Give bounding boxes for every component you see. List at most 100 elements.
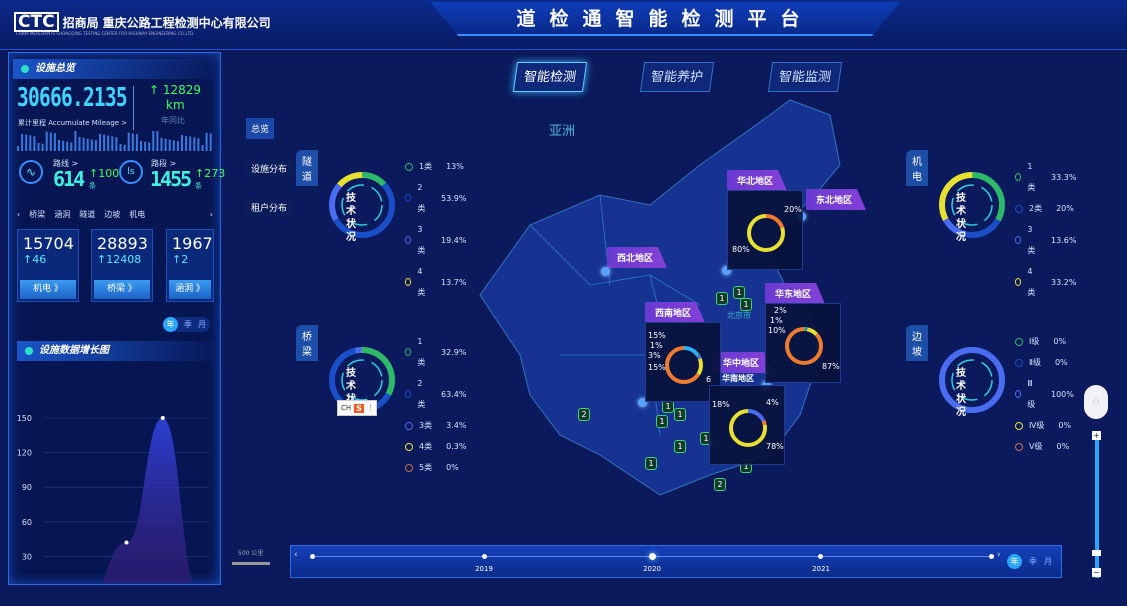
region-pct-label: 15% [648, 331, 666, 340]
tenant-distribution-button[interactable]: 租户分布 [246, 197, 293, 218]
overview-button[interactable]: 总览 [246, 118, 275, 139]
timeline-tick[interactable] [989, 554, 994, 559]
map-marker[interactable]: 1 [740, 298, 752, 311]
legend-item[interactable]: 1类 33.3% [1015, 156, 1076, 198]
legend-item[interactable]: 1类 32.9% [405, 331, 466, 373]
map-pan-control[interactable]: ◇ [1084, 385, 1108, 419]
ime-lang[interactable]: CH [341, 404, 352, 412]
period-year[interactable]: 年 [1007, 554, 1022, 569]
legend-ring-icon [1015, 421, 1023, 430]
region-xibei[interactable]: 西北地区 [607, 247, 668, 268]
period-month[interactable]: 月 [198, 320, 206, 329]
prev-icon[interactable]: ‹ [17, 210, 21, 219]
map-marker[interactable]: 1 [733, 286, 745, 299]
region-huazhong[interactable]: 华中地区 [713, 352, 774, 373]
map-marker[interactable]: 1 [674, 408, 686, 421]
map-marker[interactable]: 1 [662, 400, 674, 413]
map-marker[interactable]: 2 [578, 408, 590, 421]
zoom-in-button[interactable]: + [1092, 431, 1101, 440]
legend-item[interactable]: 4类 13.7% [405, 261, 466, 303]
map-marker[interactable]: 1 [716, 292, 728, 305]
zoom-out-button[interactable]: − [1092, 568, 1101, 577]
scale-bar [232, 562, 270, 565]
legend-item[interactable]: Ⅲ级 100% [1015, 373, 1074, 415]
region-dongbei[interactable]: 东北地区 [806, 189, 867, 210]
ime-toolbar[interactable]: CH S ⋮ [337, 400, 377, 416]
category-bridge[interactable]: 桥梁 [29, 210, 46, 219]
region-pin[interactable] [601, 267, 610, 276]
china-map[interactable] [230, 55, 1090, 545]
legend-ring-icon [405, 278, 412, 286]
sparkline-bar [70, 142, 73, 151]
zoom-slider-handle[interactable] [1092, 550, 1101, 556]
sparkline-bar [197, 138, 200, 151]
sparkline-bar [94, 140, 97, 151]
sparkline-bar [176, 141, 179, 151]
timeline-year[interactable]: 2019 [475, 565, 493, 573]
legend-item[interactable]: Ⅰ级 0% [1015, 331, 1074, 352]
legend-item[interactable]: Ⅴ级 0% [1015, 436, 1074, 457]
period-quarter[interactable]: 季 [184, 320, 192, 329]
map-marker[interactable]: 1 [645, 457, 657, 470]
region-pin[interactable] [638, 398, 647, 407]
period-quarter[interactable]: 季 [1029, 557, 1037, 566]
legend-item[interactable]: 4类 33.2% [1015, 261, 1076, 303]
timeline[interactable]: ‹ 2019 2020 2021 › 年 季 月 [290, 545, 1062, 578]
map-marker[interactable]: 1 [656, 415, 668, 428]
period-year[interactable]: 年 [163, 317, 178, 332]
region-huadong[interactable]: 华东地区 [765, 283, 826, 304]
region-huabei[interactable]: 华北地区 [727, 170, 788, 191]
timeline-next-icon[interactable]: › [997, 550, 1001, 560]
stat-button[interactable]: 机电 》 [20, 280, 76, 299]
sparkline-bar [29, 135, 32, 151]
timeline-tick[interactable] [482, 554, 487, 559]
tab-smart-monitoring[interactable]: 智能监测 [767, 62, 843, 92]
stat-button[interactable]: 桥梁 》 [94, 280, 150, 299]
map-marker[interactable]: 2 [714, 478, 726, 491]
region-xinan[interactable]: 西南地区 [645, 302, 706, 323]
legend-item[interactable]: Ⅱ级 0% [1015, 352, 1074, 373]
sparkline-bar [205, 132, 208, 151]
data-point[interactable] [160, 416, 165, 420]
map-marker[interactable]: 1 [674, 440, 686, 453]
next-icon[interactable]: › [209, 210, 213, 219]
data-point[interactable] [124, 540, 129, 545]
facility-distribution-button[interactable]: 设施分布 [246, 158, 293, 179]
sections-link[interactable]: 路段 > [151, 159, 177, 168]
legend-item[interactable]: 2类 53.9% [405, 177, 466, 219]
timeline-current-handle[interactable] [649, 553, 656, 560]
region-pin[interactable] [722, 266, 731, 275]
legend-item[interactable]: 3类 13.6% [1015, 219, 1076, 261]
zoom-slider-track[interactable] [1095, 432, 1099, 578]
timeline-prev-icon[interactable]: ‹ [294, 550, 298, 560]
category-tunnel[interactable]: 隧道 [79, 210, 96, 219]
category-electromechanical[interactable]: 机电 [129, 210, 146, 219]
donut-inner-ring [951, 359, 993, 401]
legend-item[interactable]: 2类 63.4% [405, 373, 466, 415]
legend-item[interactable]: 4类 0.3% [405, 436, 466, 457]
period-month[interactable]: 月 [1044, 557, 1052, 566]
logo: CTC 招商局 重庆公路工程检测中心有限公司 [14, 12, 271, 32]
timeline-year[interactable]: 2021 [812, 565, 830, 573]
y-tick-label: 30 [22, 552, 32, 561]
legend-item[interactable]: 3类 19.4% [405, 219, 466, 261]
stat-button[interactable]: 涵洞 》 [169, 280, 211, 299]
mileage-link[interactable]: 累计里程 Accumulate Mileage > [18, 119, 128, 127]
y-tick-label: 150 [17, 414, 32, 423]
tab-smart-maintenance[interactable]: 智能养护 [639, 62, 715, 92]
routes-link[interactable]: 路线 > [53, 159, 79, 168]
legend-item[interactable]: 5类 0% [405, 457, 466, 478]
legend-item[interactable]: 1类 13% [405, 156, 466, 177]
timeline-year-active[interactable]: 2020 [643, 565, 661, 573]
timeline-tick[interactable] [310, 554, 315, 559]
legend-item[interactable]: 3类 3.4% [405, 415, 466, 436]
category-slope[interactable]: 边坡 [104, 210, 121, 219]
legend-ring-icon [405, 421, 413, 430]
tab-smart-inspection[interactable]: 智能检测 [512, 62, 588, 92]
timeline-tick[interactable] [818, 554, 823, 559]
region-huanan[interactable]: 华南地区 [722, 374, 754, 383]
legend-item[interactable]: 2类 20% [1015, 198, 1076, 219]
category-culvert[interactable]: 涵洞 [54, 210, 71, 219]
ime-more-icon[interactable]: ⋮ [366, 404, 374, 412]
legend-item[interactable]: Ⅳ级 0% [1015, 415, 1074, 436]
